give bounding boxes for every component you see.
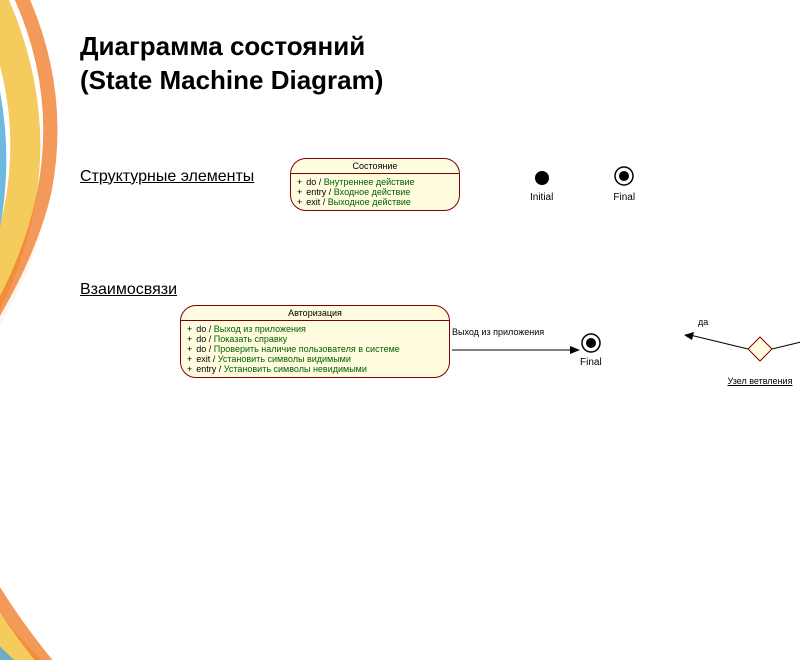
final-target-icon (581, 333, 601, 353)
decision-edge-labels: да нет (680, 317, 800, 327)
state-action-line: +exit / Установить символы видимыми (187, 354, 443, 364)
initial-pseudostate: Initial (530, 170, 553, 203)
relations-row: Авторизация +do / Выход из приложения+do… (80, 305, 740, 445)
section-label-structural: Структурные элементы (80, 168, 270, 186)
slide-title: Диаграмма состояний (State Machine Diagr… (80, 30, 740, 98)
state-action-line: +exit / Выходное действие (297, 197, 453, 207)
decision-node: да нет Узел ветвления (680, 317, 800, 386)
state-action-line: +entry / Входное действие (297, 187, 453, 197)
state-action-line: +entry / Установить символы невидимыми (187, 364, 443, 374)
state-node-example: Состояние +do / Внутреннее действие+entr… (290, 158, 460, 211)
initial-icon (534, 170, 550, 186)
transition-label: Выход из приложения (452, 327, 544, 337)
decision-caption: Узел ветвления (680, 376, 800, 386)
final-target-label: Final (580, 357, 602, 368)
slide-content: Диаграмма состояний (State Machine Diagr… (0, 0, 800, 465)
final-label: Final (613, 192, 635, 203)
structural-elements-row: Структурные элементы Состояние +do / Вну… (80, 158, 740, 211)
transition-arrow (452, 343, 580, 357)
state-node-body: +do / Внутреннее действие+entry / Входно… (291, 174, 459, 210)
state-node-auth: Авторизация +do / Выход из приложения+do… (180, 305, 450, 378)
final-icon (614, 166, 634, 186)
state-node-title: Состояние (291, 159, 459, 174)
decision-edge-yes: да (698, 317, 708, 327)
state-auth-body: +do / Выход из приложения+do / Показать … (181, 321, 449, 377)
state-action-line: +do / Проверить наличие пользователя в с… (187, 344, 443, 354)
final-pseudostate: Final (613, 166, 635, 203)
title-line-1: Диаграмма состояний (80, 31, 365, 61)
state-auth-title: Авторизация (181, 306, 449, 321)
decision-icon (680, 329, 800, 369)
state-action-line: +do / Показать справку (187, 334, 443, 344)
final-target: Final (580, 333, 602, 368)
pseudostate-group: Initial Final (530, 166, 635, 203)
state-action-line: +do / Выход из приложения (187, 324, 443, 334)
section-label-relations: Взаимосвязи (80, 281, 740, 299)
title-line-2: (State Machine Diagram) (80, 65, 383, 95)
state-action-line: +do / Внутреннее действие (297, 177, 453, 187)
initial-label: Initial (530, 192, 553, 203)
